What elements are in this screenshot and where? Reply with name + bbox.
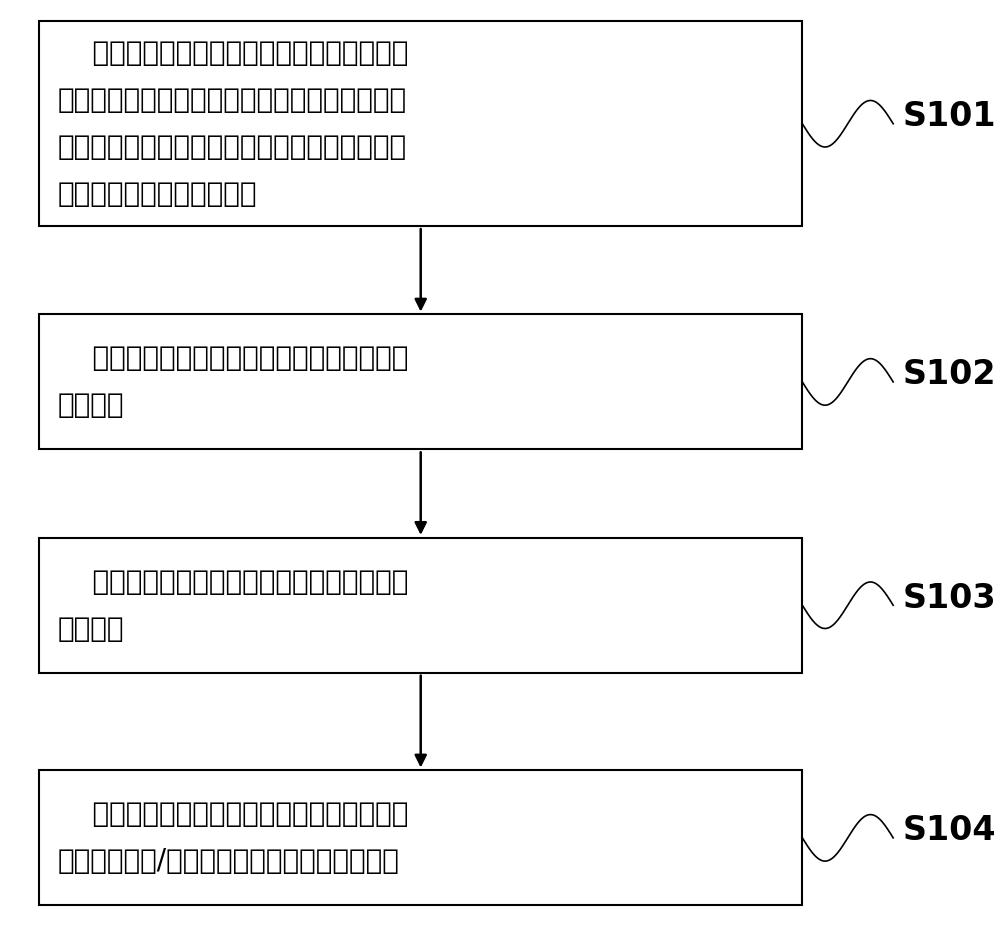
Text: 一电伴热带和/或第二电伴热带是否存在故障。: 一电伴热带和/或第二电伴热带是否存在故障。: [57, 847, 399, 875]
Bar: [39, 770, 802, 905]
Text: 根据第二电伴热带的运行参数，获得第二运: 根据第二电伴热带的运行参数，获得第二运: [57, 568, 409, 596]
Text: S104: S104: [902, 814, 996, 847]
Text: 根据第一运行系数和第二运行系数，判断第: 根据第一运行系数和第二运行系数，判断第: [57, 800, 409, 828]
Text: 根据第一电伴热带的运行参数，获得第一运: 根据第一电伴热带的运行参数，获得第一运: [57, 344, 409, 373]
Text: 热带处于同一当前环境温度，第一电伴热带和第: 热带处于同一当前环境温度，第一电伴热带和第: [57, 133, 406, 161]
Bar: [39, 538, 802, 673]
Text: 二电伴热带设置在管道上；: 二电伴热带设置在管道上；: [57, 180, 257, 208]
Bar: [39, 314, 802, 449]
Bar: [39, 22, 802, 227]
Text: 获取第一电伴热带的运行参数和第二电伴热: 获取第一电伴热带的运行参数和第二电伴热: [57, 39, 409, 67]
Text: S103: S103: [902, 582, 996, 615]
Text: S101: S101: [902, 100, 996, 133]
Text: S102: S102: [902, 358, 996, 391]
Text: 带的运行参数，其中，第一电伴热带和第二电伴: 带的运行参数，其中，第一电伴热带和第二电伴: [57, 86, 406, 114]
Text: 行系数；: 行系数；: [57, 391, 124, 419]
Text: 行系数；: 行系数；: [57, 615, 124, 643]
